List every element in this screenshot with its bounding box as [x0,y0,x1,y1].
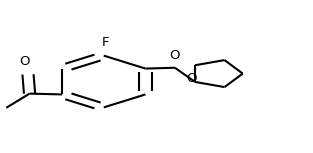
Text: O: O [169,49,179,62]
Text: O: O [19,55,29,68]
Text: F: F [101,36,109,49]
Text: O: O [187,72,197,85]
